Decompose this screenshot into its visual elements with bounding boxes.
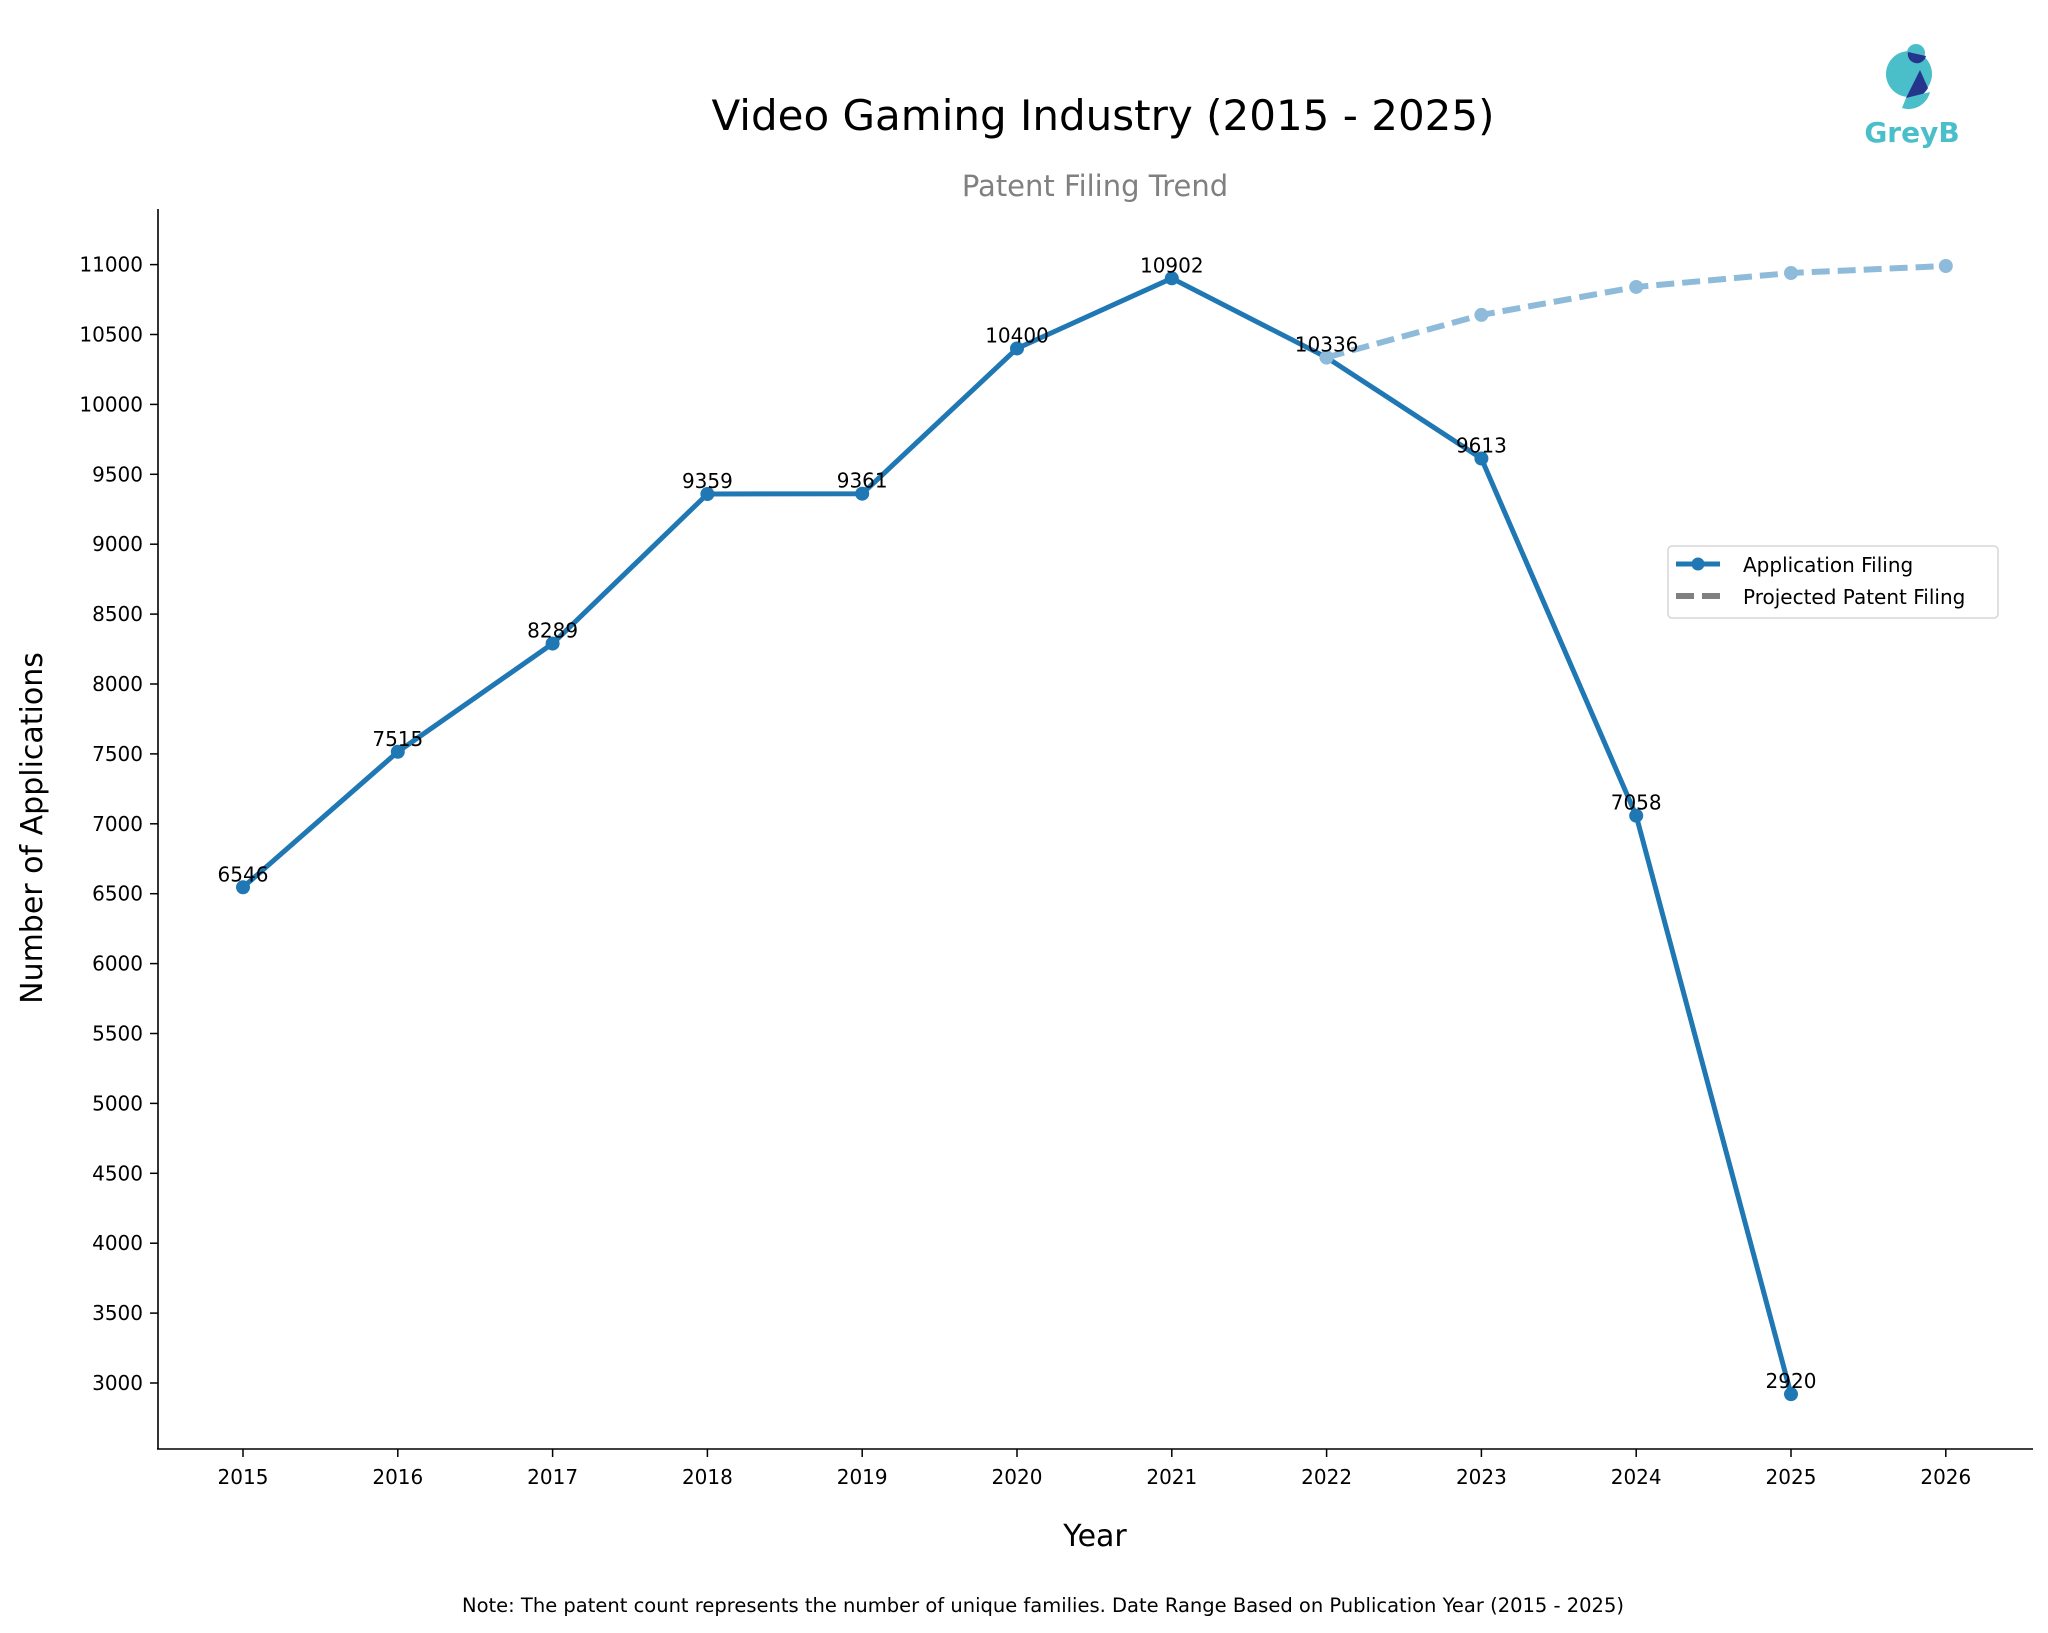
y-tick-label: 7500 xyxy=(92,742,143,766)
y-tick-label: 6000 xyxy=(92,952,143,976)
y-tick-label: 3000 xyxy=(92,1371,143,1395)
x-ticks: 2015 2016 2017 2018 2019 2020 2021 2022 2023 2024… xyxy=(218,1449,1971,1489)
logo-tail xyxy=(1902,92,1930,110)
y-tick-label: 8000 xyxy=(92,672,143,696)
projected-filing-line xyxy=(1325,263,1946,361)
y-tick-label: 7000 xyxy=(92,812,143,836)
x-tick-label: 2018 xyxy=(682,1465,733,1489)
y-tick-label: 10500 xyxy=(79,323,143,347)
legend-label-projected: Projected Patent Filing xyxy=(1743,585,1965,609)
application-filing-point xyxy=(390,744,405,759)
data-label: 8289 xyxy=(527,619,578,643)
series-layer xyxy=(236,258,1953,1402)
projected-filing-point xyxy=(1629,279,1644,294)
y-ticks: 3000 3500 4000 4500 5000 5500 6000 6500 7000 7500… xyxy=(79,253,158,1395)
data-label: 7058 xyxy=(1611,791,1662,815)
y-tick-label: 5000 xyxy=(92,1091,143,1115)
application-filing-point xyxy=(1474,451,1489,466)
y-tick-label: 6500 xyxy=(92,882,143,906)
x-tick-label: 2026 xyxy=(1920,1465,1971,1489)
x-tick-label: 2020 xyxy=(992,1465,1043,1489)
application-filing-point xyxy=(236,880,250,895)
x-axis-label: Year xyxy=(1062,1519,1127,1554)
data-label: 7515 xyxy=(372,727,423,751)
data-label: 9361 xyxy=(837,469,888,493)
y-tick-label: 9000 xyxy=(92,532,143,556)
application-filing-point xyxy=(855,486,870,501)
application-filing-point xyxy=(1629,808,1644,823)
y-tick-label: 10000 xyxy=(79,392,143,416)
projected-filing-point xyxy=(1319,350,1334,365)
chart-title: Video Gaming Industry (2015 - 2025) xyxy=(711,91,1494,140)
legend-marker-application xyxy=(1691,557,1705,571)
y-tick-label: 3500 xyxy=(92,1301,143,1325)
greyb-logo: GreyB xyxy=(1864,44,1960,149)
data-label: 10336 xyxy=(1295,332,1359,356)
x-tick-label: 2022 xyxy=(1301,1465,1352,1489)
data-label: 10400 xyxy=(985,323,1049,347)
legend: Application Filing Projected Patent Fili… xyxy=(1667,545,1999,619)
data-label: 2920 xyxy=(1766,1369,1817,1393)
logo-accent-top xyxy=(1907,52,1926,64)
y-tick-label: 5500 xyxy=(92,1022,143,1046)
x-tick-label: 2024 xyxy=(1611,1465,1662,1489)
chart-subtitle: Patent Filing Trend xyxy=(962,169,1228,203)
y-tick-label: 4500 xyxy=(92,1161,143,1185)
x-tick-label: 2025 xyxy=(1766,1465,1817,1489)
projected-filing-point xyxy=(1784,265,1798,280)
logo-accent xyxy=(1906,70,1928,99)
x-tick-label: 2019 xyxy=(837,1465,888,1489)
data-label: 6546 xyxy=(218,862,269,886)
application-filing-point xyxy=(1164,271,1179,286)
projected-filing-point xyxy=(1474,307,1489,322)
x-tick-label: 2015 xyxy=(218,1465,269,1489)
y-tick-label: 8500 xyxy=(92,602,143,626)
y-tick-label: 4000 xyxy=(92,1231,143,1255)
y-tick-label: 9500 xyxy=(92,462,143,486)
data-label: 9613 xyxy=(1456,434,1507,458)
application-filing-point xyxy=(1784,1387,1798,1402)
data-label: 10902 xyxy=(1140,253,1204,277)
application-filing-point xyxy=(1010,341,1024,356)
application-filing-point xyxy=(700,487,715,502)
y-tick-label: 11000 xyxy=(79,253,143,277)
logo-text: GreyB xyxy=(1864,116,1959,149)
footnote: Note: The patent count represents the nu… xyxy=(462,1594,1624,1617)
application-filing-point xyxy=(545,636,560,651)
x-tick-label: 2021 xyxy=(1146,1465,1197,1489)
x-tick-label: 2017 xyxy=(527,1465,578,1489)
x-tick-label: 2016 xyxy=(372,1465,423,1489)
legend-box xyxy=(1667,545,1999,619)
projected-filing-point xyxy=(1938,258,1953,273)
data-label: 9359 xyxy=(682,469,733,493)
application-filing-line xyxy=(241,275,1794,1395)
data-labels: 6546 7515 8289 9359 9361 10400 10902 10336 9613 7… xyxy=(218,253,1817,1393)
x-tick-label: 2023 xyxy=(1456,1465,1507,1489)
legend-label-application: Application Filing xyxy=(1743,553,1913,577)
y-axis-label: Number of Applications xyxy=(15,652,50,1004)
